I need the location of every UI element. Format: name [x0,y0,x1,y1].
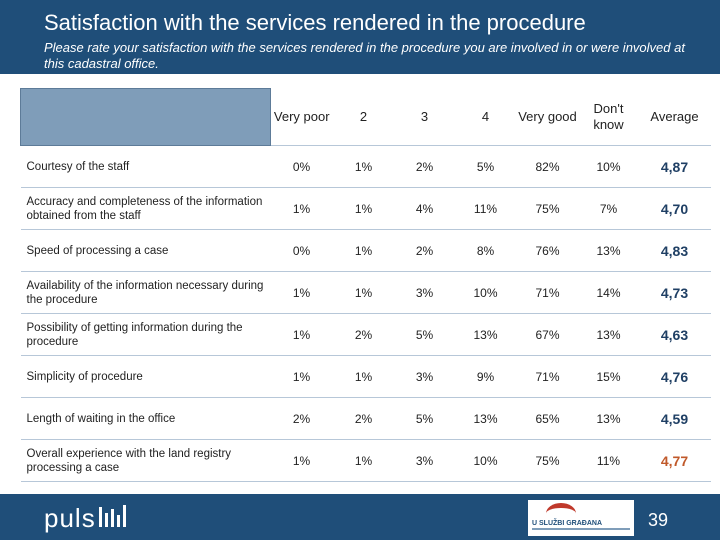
table-row: Possibility of getting information durin… [20,313,711,356]
page-number: 39 [648,510,669,530]
value-cell: 76% [516,229,579,272]
value-cell: 67% [516,313,579,356]
value-cell: 1% [332,355,395,398]
partner-tagline-line [532,528,630,530]
partner-name: U SLUŽBI GRAĐANA [532,520,602,527]
row-label: Possibility of getting information durin… [20,313,271,356]
value-cell: 71% [516,355,579,398]
value-cell: 10% [578,145,639,188]
value-cell: 13% [578,229,639,272]
value-cell: 1% [332,229,395,272]
partner-logo: U SLUŽBI GRAĐANA [528,500,634,536]
value-cell: 65% [516,397,579,440]
value-cell: 1% [332,271,395,314]
row-label: Length of waiting in the office [20,397,271,440]
table-row: Overall experience with the land registr… [20,439,711,482]
partner-arc-icon [546,503,576,524]
value-cell: 0% [270,145,333,188]
page-subtitle: Please rate your satisfaction with the s… [44,40,685,71]
average-cell: 4,70 [638,187,711,230]
row-label: Simplicity of procedure [20,355,271,398]
table-row: Length of waiting in the office 2% 2% 5% 13%… [20,397,711,440]
puls-logo: puls [44,503,129,534]
value-cell: 1% [270,271,333,314]
value-cell: 2% [394,229,455,272]
value-cell: 1% [270,439,333,482]
value-cell: 2% [332,397,395,440]
table-row: Speed of processing a case 0% 1% 2% 8% 76% 13%… [20,229,711,272]
column-header: 4 [454,88,517,146]
value-cell: 4% [394,187,455,230]
value-cell: 5% [394,313,455,356]
value-cell: 7% [578,187,639,230]
value-cell: 14% [578,271,639,314]
value-cell: 1% [270,355,333,398]
table-header-row: Very poor 2 3 4 Very good Don't know Ave… [20,88,711,146]
value-cell: 2% [394,145,455,188]
average-cell: 4,87 [638,145,711,188]
average-cell: 4,77 [638,439,711,482]
value-cell: 3% [394,271,455,314]
value-cell: 71% [516,271,579,314]
value-cell: 15% [578,355,639,398]
row-label: Availability of the information necessar… [20,271,271,314]
value-cell: 13% [578,397,639,440]
value-cell: 10% [454,439,517,482]
column-header: Very poor [270,88,333,146]
value-cell: 13% [454,397,517,440]
average-cell: 4,73 [638,271,711,314]
logo-text: puls [44,503,96,533]
header-bar: Satisfaction with the services rendered … [0,0,720,74]
row-label: Accuracy and completeness of the informa… [20,187,271,230]
row-label: Overall experience with the land registr… [20,439,271,482]
page-title: Satisfaction with the services rendered … [44,10,586,35]
value-cell: 13% [454,313,517,356]
value-cell: 8% [454,229,517,272]
value-cell: 1% [332,439,395,482]
value-cell: 5% [394,397,455,440]
column-header: 2 [332,88,395,146]
column-header: 3 [394,88,455,146]
value-cell: 3% [394,439,455,482]
value-cell: 75% [516,187,579,230]
value-cell: 9% [454,355,517,398]
table-row: Accuracy and completeness of the informa… [20,187,711,230]
value-cell: 1% [332,187,395,230]
value-cell: 2% [270,397,333,440]
table-row: Courtesy of the staff 0% 1% 2% 5% 82% 10% 4,87 [20,145,711,188]
value-cell: 11% [578,439,639,482]
value-cell: 75% [516,439,579,482]
value-cell: 1% [270,313,333,356]
row-label: Speed of processing a case [20,229,271,272]
value-cell: 11% [454,187,517,230]
value-cell: 5% [454,145,517,188]
column-header: Very good [516,88,579,146]
row-label: Courtesy of the staff [20,145,271,188]
satisfaction-table: Very poor 2 3 4 Very good Don't know Ave… [20,88,711,482]
value-cell: 0% [270,229,333,272]
table-row: Availability of the information necessar… [20,271,711,314]
value-cell: 13% [578,313,639,356]
value-cell: 1% [332,145,395,188]
value-cell: 1% [270,187,333,230]
value-cell: 10% [454,271,517,314]
header-corner-cell [20,88,271,146]
value-cell: 3% [394,355,455,398]
average-cell: 4,76 [638,355,711,398]
value-cell: 2% [332,313,395,356]
average-cell: 4,63 [638,313,711,356]
column-header: Don't know [578,88,639,146]
average-cell: 4,59 [638,397,711,440]
column-header: Average [638,88,711,146]
logo-bars-icon [98,503,129,534]
value-cell: 82% [516,145,579,188]
table-row: Simplicity of procedure 1% 1% 3% 9% 71% 15% 4,7… [20,355,711,398]
average-cell: 4,83 [638,229,711,272]
